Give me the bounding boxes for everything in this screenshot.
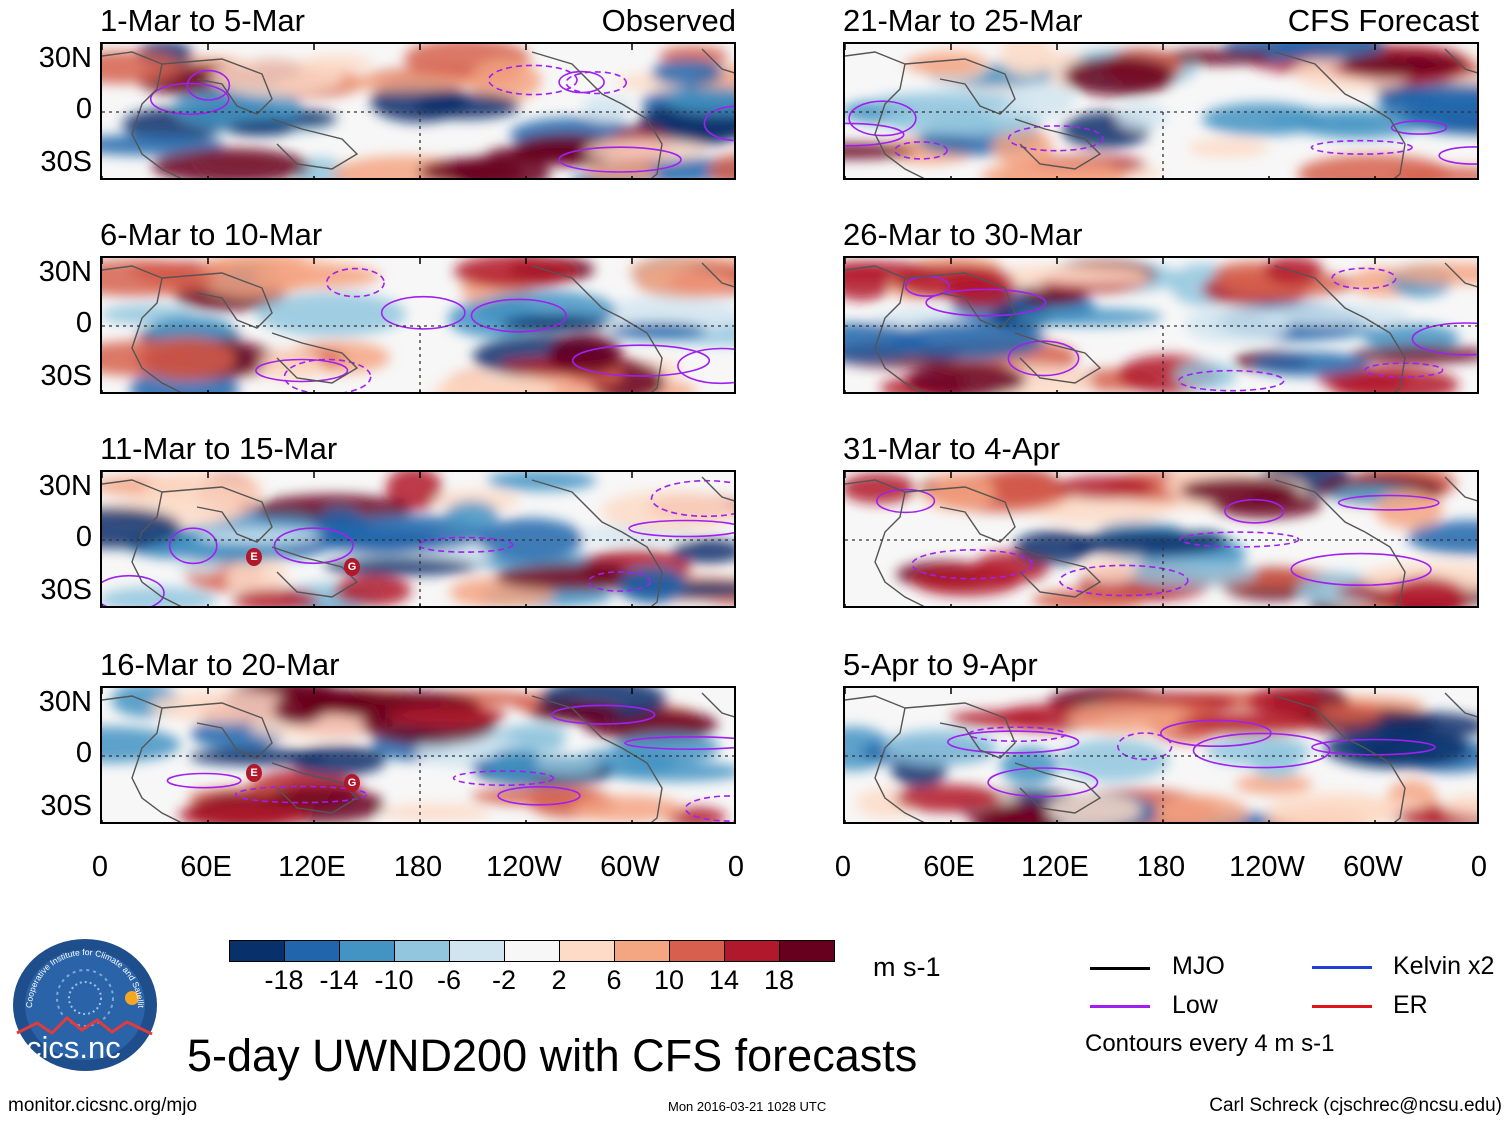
lon-label: 0 [727,851,745,883]
colorbar-label: -14 [319,965,359,995]
colorbar-label: 18 [763,965,795,995]
storm-marker: G [344,558,360,576]
panel-tag: Observed [601,3,736,38]
storm-marker: E [246,548,262,566]
page-title: 5-day UWND200 with CFS forecasts [187,1030,918,1081]
legend-low-label: Low [1172,991,1218,1019]
colorbar-swatch [669,940,725,962]
map-panel [843,42,1479,180]
colorbar-label: 6 [606,965,622,995]
storm-marker: G [344,774,360,792]
colorbar-swatch [779,940,835,962]
lat-label: 30N [38,470,92,502]
colorbar-label: -18 [264,965,304,995]
colorbar-swatch [449,940,505,962]
map-panel [843,256,1479,394]
lat-label: 0 [75,737,92,769]
lat-label: 30S [40,360,92,392]
colorbar-swatch [504,940,560,962]
legend-er-label: ER [1393,991,1428,1019]
map-panel [843,470,1479,608]
lon-label: 120W [1229,851,1305,883]
lon-label: 0 [91,851,109,883]
colorbar-swatch [284,940,340,962]
lon-label: 60E [180,851,232,883]
lat-label: 30N [38,42,92,74]
colorbar-units: m s-1 [873,952,941,982]
legend-er-line [1312,1005,1372,1008]
lon-label: 0 [1470,851,1488,883]
map-panel [100,42,736,180]
panel-tag: CFS Forecast [1287,3,1479,38]
lat-label: 30S [40,790,92,822]
panel-title: 21-Mar to 25-Mar [843,3,1083,38]
panel-title: 31-Mar to 4-Apr [843,431,1061,466]
legend-note: Contours every 4 m s-1 [1085,1030,1335,1057]
legend-mjo-line [1090,967,1150,970]
colorbar-label: -10 [374,965,414,995]
colorbar-swatch [559,940,615,962]
map-panel [100,256,736,394]
legend-kelvin-line [1312,966,1372,969]
lon-label: 120E [278,851,346,883]
lon-label: 180 [1136,851,1186,883]
lat-label: 30S [40,574,92,606]
logo-text: cics.nc [26,1030,121,1065]
colorbar-swatch [724,940,780,962]
panel-title: 1-Mar to 5-Mar [100,3,305,38]
lon-label: 0 [834,851,852,883]
legend-kelvin-label: Kelvin x2 [1393,952,1495,980]
lat-label: 0 [75,307,92,339]
colorbar-swatch [339,940,395,962]
lat-label: 30S [40,146,92,178]
colorbar-label: 14 [708,965,740,995]
lon-label: 120E [1021,851,1089,883]
legend-low-line [1090,1005,1150,1008]
panel-title: 5-Apr to 9-Apr [843,647,1038,682]
storm-marker: E [246,764,262,782]
footer-timestamp: Mon 2016-03-21 1028 UTC [668,1099,827,1114]
colorbar-swatch [614,940,670,962]
panel-title: 11-Mar to 15-Mar [100,431,338,466]
panel-title: 16-Mar to 20-Mar [100,647,340,682]
lat-label: 0 [75,521,92,553]
panel-title: 6-Mar to 10-Mar [100,217,323,252]
colorbar-label: -6 [436,965,462,995]
lon-label: 60W [1343,851,1403,883]
lat-label: 30N [38,686,92,718]
panel-title: 26-Mar to 30-Mar [843,217,1083,252]
colorbar-swatch [229,940,285,962]
cics-logo: Cooperative Institute for Climate and Sa… [10,930,158,1072]
lon-label: 180 [393,851,443,883]
colorbar-label: 10 [653,965,685,995]
colorbar-label: -2 [491,965,517,995]
lat-label: 0 [75,93,92,125]
legend-mjo-label: MJO [1172,952,1225,980]
lon-label: 60W [600,851,660,883]
lon-label: 120W [486,851,562,883]
colorbar-label: 2 [551,965,567,995]
footer-url[interactable]: monitor.cicsnc.org/mjo [8,1095,198,1116]
lon-label: 60E [923,851,975,883]
map-panel [843,686,1479,824]
colorbar-swatch [394,940,450,962]
footer-author[interactable]: Carl Schreck (cjschrec@ncsu.edu) [1209,1095,1502,1116]
lat-label: 30N [38,256,92,288]
